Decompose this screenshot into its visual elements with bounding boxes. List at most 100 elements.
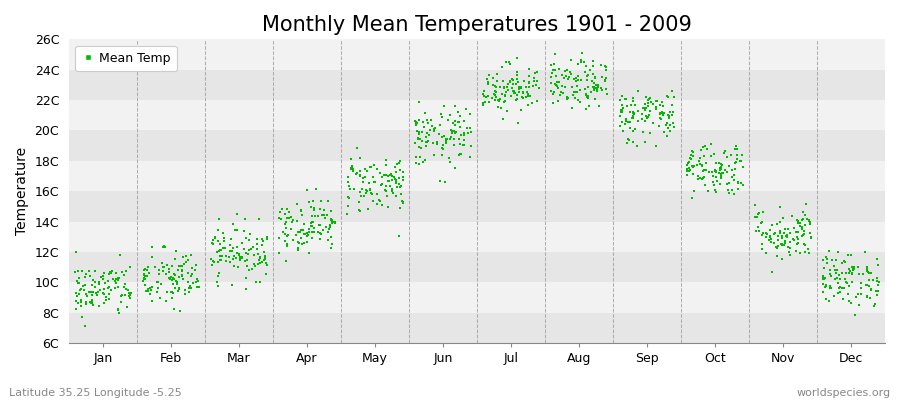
- Point: [585, 78, 599, 85]
- Point: [364, 164, 378, 170]
- Point: [713, 167, 727, 174]
- Point: [774, 240, 788, 247]
- Point: [259, 262, 274, 268]
- Point: [206, 259, 220, 266]
- Point: [151, 271, 166, 278]
- Point: [243, 246, 257, 252]
- Point: [796, 209, 810, 216]
- Point: [301, 232, 315, 238]
- Point: [762, 233, 777, 239]
- Point: [392, 175, 406, 182]
- Point: [143, 285, 157, 291]
- Point: [409, 122, 423, 128]
- Point: [158, 298, 173, 304]
- Point: [681, 160, 696, 167]
- Point: [567, 89, 581, 95]
- Point: [686, 153, 700, 159]
- Point: [580, 95, 595, 102]
- Point: [526, 75, 541, 82]
- Point: [641, 100, 655, 106]
- Point: [842, 270, 856, 276]
- Point: [356, 175, 371, 182]
- Point: [769, 244, 783, 250]
- Point: [734, 180, 748, 186]
- Point: [156, 268, 170, 274]
- Point: [96, 273, 111, 280]
- Point: [752, 228, 766, 234]
- Point: [764, 222, 778, 228]
- Point: [108, 278, 122, 284]
- Point: [251, 261, 266, 268]
- Point: [285, 236, 300, 243]
- Point: [85, 297, 99, 303]
- Point: [95, 290, 110, 296]
- Point: [617, 121, 632, 128]
- Point: [86, 276, 101, 283]
- Point: [304, 235, 319, 241]
- Point: [661, 125, 675, 131]
- Point: [214, 257, 229, 263]
- Point: [364, 191, 379, 198]
- Point: [97, 270, 112, 276]
- Point: [443, 159, 457, 165]
- Point: [149, 279, 164, 286]
- Point: [846, 264, 860, 270]
- Point: [639, 105, 653, 111]
- Point: [109, 280, 123, 286]
- Point: [373, 198, 387, 204]
- Point: [521, 91, 535, 97]
- Point: [589, 84, 603, 91]
- Point: [140, 286, 155, 292]
- Point: [798, 249, 813, 255]
- Point: [579, 63, 593, 70]
- Point: [850, 294, 864, 300]
- Point: [452, 119, 466, 125]
- Point: [656, 103, 670, 110]
- Point: [564, 84, 579, 91]
- Point: [779, 232, 794, 239]
- Point: [172, 274, 186, 280]
- Point: [641, 103, 655, 109]
- Point: [232, 252, 247, 258]
- Point: [525, 100, 539, 106]
- Point: [230, 244, 244, 250]
- Point: [565, 104, 580, 111]
- Point: [324, 245, 338, 251]
- Point: [112, 284, 126, 290]
- Point: [551, 98, 565, 104]
- Point: [448, 118, 463, 124]
- Legend: Mean Temp: Mean Temp: [76, 46, 176, 71]
- Point: [226, 256, 240, 262]
- Point: [137, 276, 151, 282]
- Point: [223, 248, 238, 254]
- Point: [294, 226, 309, 233]
- Point: [344, 165, 358, 172]
- Point: [420, 138, 435, 144]
- Point: [353, 208, 367, 214]
- Point: [178, 253, 193, 259]
- Point: [636, 129, 651, 135]
- Point: [418, 138, 433, 145]
- Point: [846, 266, 860, 272]
- Point: [176, 276, 190, 282]
- Point: [395, 174, 410, 180]
- Point: [154, 281, 168, 287]
- Point: [507, 88, 521, 94]
- Point: [708, 169, 723, 175]
- Point: [216, 230, 230, 236]
- Point: [637, 107, 652, 114]
- Point: [279, 219, 293, 225]
- Point: [507, 81, 521, 88]
- Point: [832, 272, 846, 278]
- Point: [660, 120, 674, 126]
- Point: [453, 151, 467, 157]
- Point: [120, 303, 134, 310]
- Point: [411, 131, 426, 138]
- Point: [385, 177, 400, 184]
- Point: [511, 120, 526, 126]
- Point: [411, 135, 426, 142]
- Point: [626, 95, 640, 101]
- Point: [770, 244, 784, 251]
- Point: [155, 259, 169, 266]
- Point: [418, 157, 432, 164]
